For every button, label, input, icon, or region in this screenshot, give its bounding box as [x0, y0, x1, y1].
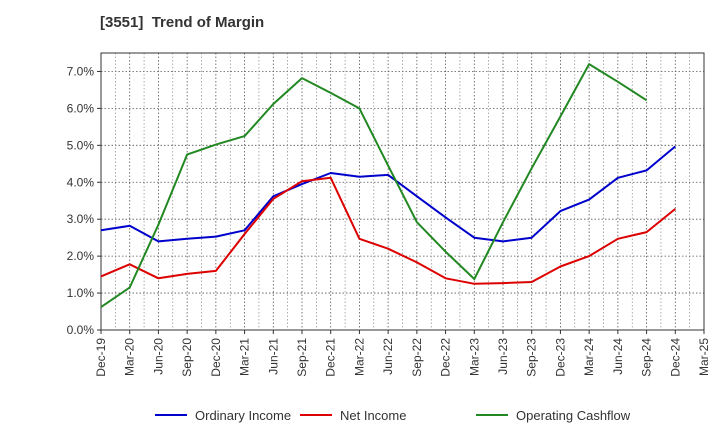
- x-tick-label: Dec-21: [324, 338, 338, 377]
- legend: Ordinary Income Net Income Operating Cashf…: [155, 408, 631, 423]
- y-tick-label: 0.0%: [67, 323, 95, 337]
- x-tick-label: Dec-24: [668, 338, 682, 377]
- y-tick-label: 2.0%: [67, 249, 95, 263]
- series-lines: [100, 63, 676, 308]
- x-tick-label: Dec-22: [439, 338, 453, 377]
- series-line-operating-cashflow: [100, 63, 648, 308]
- y-tick-label: 4.0%: [67, 175, 95, 189]
- x-tick-label: Mar-21: [238, 338, 252, 376]
- x-tick-label: Dec-19: [94, 338, 108, 377]
- series-line-ordinary-income: [100, 145, 676, 243]
- axes: 0.0% 1.0% 2.0% 3.0% 4.0% 5.0% 6.0% 7.0% Dec-19 Ma…: [67, 52, 711, 377]
- x-tick-label: Jun-20: [151, 338, 165, 375]
- plot-frame: [100, 52, 705, 331]
- x-tick-label: Sep-22: [410, 338, 424, 377]
- legend-label-net-income: Net Income: [340, 408, 406, 423]
- y-tick-label: 3.0%: [67, 212, 95, 226]
- x-tick-label: Sep-23: [525, 338, 539, 377]
- chart-title: [3551] Trend of Margin: [100, 14, 265, 31]
- x-tick-label: Mar-23: [467, 338, 481, 376]
- x-tick-label: Sep-20: [180, 338, 194, 377]
- x-tick-label: Mar-22: [352, 338, 366, 376]
- legend-label-ordinary-income: Ordinary Income: [195, 408, 291, 423]
- y-tick-label: 1.0%: [67, 286, 95, 300]
- y-tick-label: 6.0%: [67, 101, 95, 115]
- x-tick-label: Mar-20: [123, 338, 137, 376]
- x-tick-label: Jun-23: [496, 338, 510, 375]
- grid-lines: [100, 52, 705, 330]
- x-tick-label: Mar-24: [582, 338, 596, 376]
- x-tick-label: Jun-24: [611, 338, 625, 375]
- series-line-net-income: [100, 176, 676, 285]
- x-tick-label: Dec-23: [553, 338, 567, 377]
- x-tick-label: Dec-20: [209, 338, 223, 377]
- x-tick-label: Sep-21: [295, 338, 309, 377]
- y-tick-label: 7.0%: [67, 64, 95, 78]
- x-tick-label: Sep-24: [640, 338, 654, 377]
- x-tick-label: Jun-22: [381, 338, 395, 375]
- legend-label-operating-cashflow: Operating Cashflow: [516, 408, 631, 423]
- x-tick-label: Mar-25: [697, 338, 711, 376]
- y-tick-label: 5.0%: [67, 138, 95, 152]
- x-tick-label: Jun-21: [266, 338, 280, 375]
